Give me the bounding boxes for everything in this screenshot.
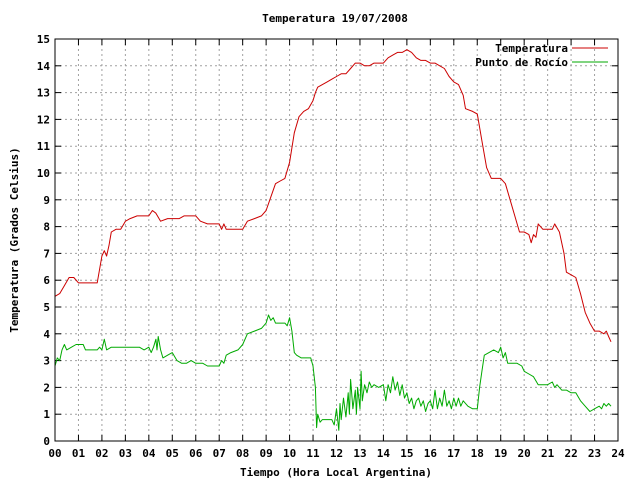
x-tick-label: 11 [306, 447, 320, 460]
y-tick-label: 4 [43, 328, 50, 341]
y-tick-label: 12 [37, 113, 50, 126]
y-tick-label: 9 [43, 194, 50, 207]
x-tick-label: 04 [142, 447, 156, 460]
x-tick-label: 18 [471, 447, 484, 460]
x-tick-label: 22 [564, 447, 577, 460]
y-tick-label: 15 [37, 33, 50, 46]
chart-title: Temperatura 19/07/2008 [262, 12, 408, 25]
x-tick-label: 08 [236, 447, 249, 460]
x-tick-label: 05 [166, 447, 179, 460]
legend: Temperatura Punto de Rocío [475, 42, 608, 69]
x-tick-label: 15 [400, 447, 413, 460]
x-tick-label: 14 [377, 447, 391, 460]
x-tick-label: 09 [260, 447, 273, 460]
x-tick-label: 17 [447, 447, 460, 460]
series-line-punto-de-roc-o [54, 314, 612, 431]
x-tick-label: 19 [494, 447, 507, 460]
y-tick-label: 14 [37, 60, 51, 73]
x-tick-label: 13 [353, 447, 366, 460]
x-tick-label: 02 [95, 447, 108, 460]
x-tick-label: 03 [119, 447, 132, 460]
x-tick-label: 00 [48, 447, 61, 460]
y-tick-label: 0 [43, 435, 50, 448]
y-axis-label: Temperatura (Grados Celsius) [8, 147, 21, 332]
y-tick-label: 2 [43, 381, 50, 394]
legend-label-punto-de-rocio: Punto de Rocío [475, 56, 568, 69]
x-tick-label: 21 [541, 447, 555, 460]
y-tick-label: 5 [43, 301, 50, 314]
x-tick-label: 24 [611, 447, 625, 460]
y-tick-label: 1 [43, 408, 50, 421]
x-tick-label: 10 [283, 447, 296, 460]
x-tick-label: 20 [518, 447, 531, 460]
x-axis-label: Tiempo (Hora Local Argentina) [240, 466, 432, 479]
y-tick-label: 8 [43, 221, 50, 234]
y-tick-label: 11 [37, 140, 51, 153]
plot-frame [54, 38, 619, 442]
x-tick-label: 06 [189, 447, 203, 460]
grid-lines [55, 39, 618, 441]
legend-label-temperatura: Temperatura [495, 42, 568, 55]
y-tick-label: 10 [37, 167, 50, 180]
x-axis-ticks: 00 01 02 03 04 05 06 07 08 09 10 11 12 13 14 15 16 17 18 19… [48, 39, 625, 460]
series-line-temperatura [54, 49, 612, 343]
x-tick-label: 23 [588, 447, 601, 460]
y-tick-label: 3 [43, 355, 50, 368]
x-tick-label: 16 [424, 447, 438, 460]
x-tick-label: 01 [72, 447, 86, 460]
y-tick-label: 13 [37, 87, 50, 100]
y-tick-label: 6 [43, 274, 50, 287]
x-tick-label: 07 [213, 447, 226, 460]
y-tick-label: 7 [43, 247, 50, 260]
series-lines [54, 49, 612, 431]
x-tick-label: 12 [330, 447, 343, 460]
